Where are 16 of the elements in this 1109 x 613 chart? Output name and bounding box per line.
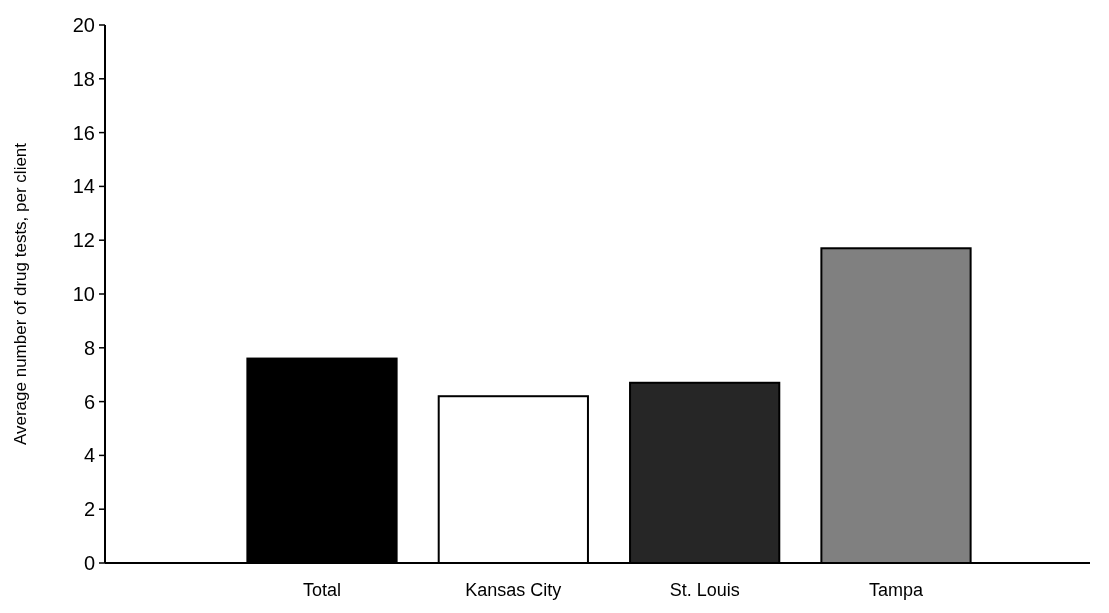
y-axis-title: Average number of drug tests, per client: [11, 142, 30, 446]
y-tick-label: 10: [72, 283, 95, 305]
x-tick-label: St. Louis: [669, 580, 740, 600]
y-tick-label: 18: [72, 67, 95, 90]
y-tick-label: 6: [83, 390, 95, 413]
y-tick-label: 2: [83, 498, 95, 521]
y-tick-label: 4: [83, 444, 95, 467]
y-tick-label: 14: [72, 175, 95, 198]
y-tick-label: 12: [72, 229, 95, 252]
y-tick-label: 16: [72, 121, 95, 144]
y-tick-label: 0: [83, 552, 95, 574]
y-tick-label: 20: [72, 14, 95, 36]
x-tick-label: Total: [302, 580, 342, 600]
x-tick-label: Tampa: [868, 580, 924, 600]
x-tick-label: Kansas City: [465, 580, 562, 600]
y-tick-label: 8: [83, 336, 95, 359]
